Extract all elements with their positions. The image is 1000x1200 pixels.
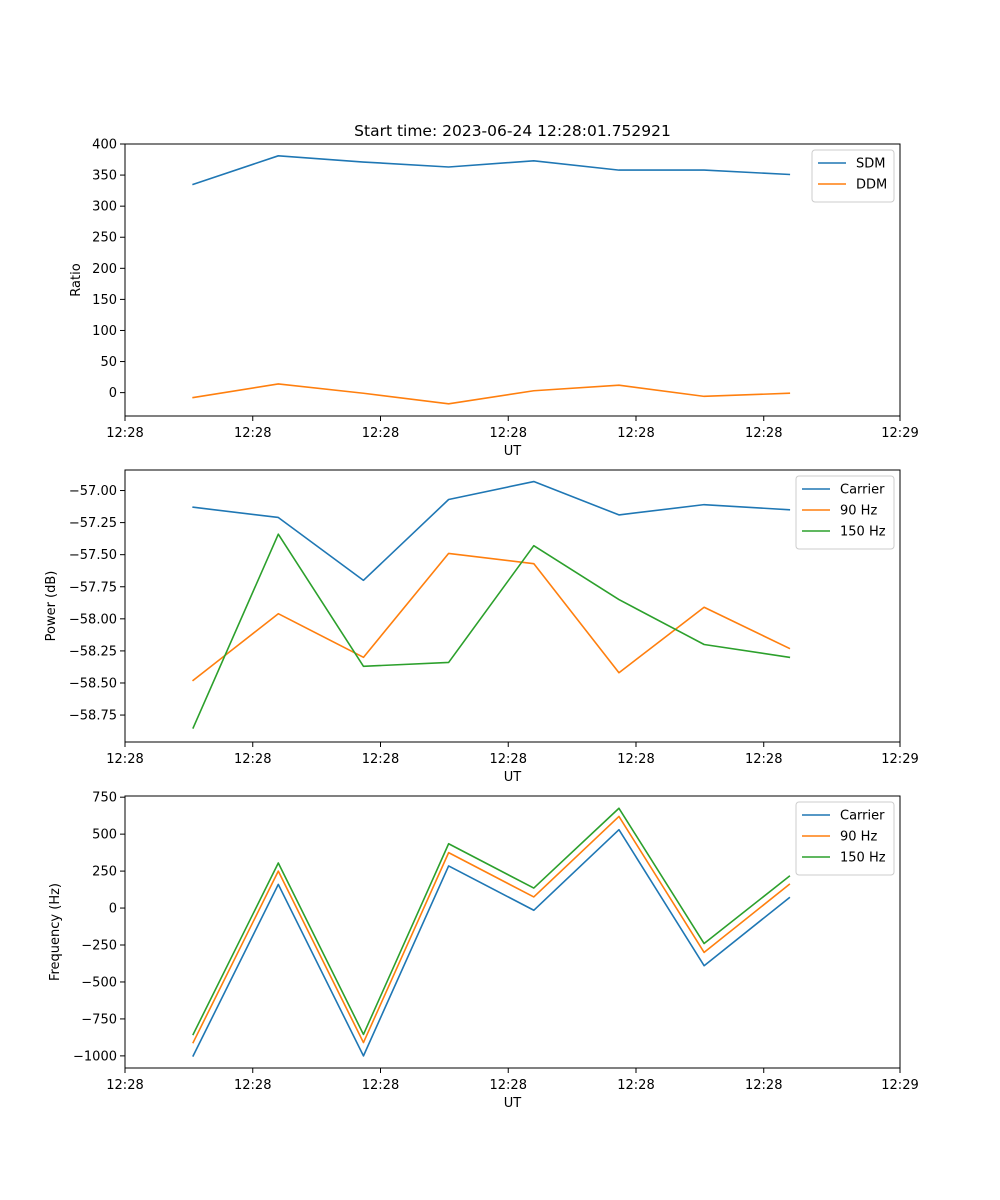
x-tick-label: 12:28 (106, 426, 143, 441)
y-tick-label: 500 (92, 828, 117, 843)
y-tick-label: −57.75 (69, 580, 117, 595)
x-tick-label: 12:28 (745, 752, 782, 767)
x-axis-label: UT (504, 444, 522, 459)
y-axis-label: Frequency (Hz) (48, 883, 63, 981)
legend: SDM DDM (811, 149, 895, 203)
series-line-150-hz (192, 807, 791, 1036)
y-tick-label: −57.50 (69, 548, 117, 563)
y-tick-label: 300 (92, 200, 117, 215)
axes-frame (124, 469, 901, 743)
x-tick-label: 12:28 (234, 752, 271, 767)
y-tick-label: 250 (92, 865, 117, 880)
x-tick-label: 12:28 (362, 426, 399, 441)
x-tick-label: 12:28 (617, 1078, 654, 1093)
series-line-150-hz (192, 533, 791, 729)
x-tick-label: 12:29 (881, 752, 918, 767)
y-tick-label: −58.00 (69, 612, 117, 627)
y-tick-label: 50 (100, 355, 117, 370)
y-tick-label: 350 (92, 169, 117, 184)
y-tick-label: 200 (92, 262, 117, 277)
y-axis-label: Ratio (69, 263, 84, 296)
y-tick-label: −500 (81, 975, 117, 990)
y-tick-label: 0 (109, 902, 117, 917)
y-tick-label: 400 (92, 138, 117, 153)
legend: Carrier 90 Hz 150 Hz (795, 475, 895, 550)
chart-panel-1: 12:28 12:28 12:28 12:28 12:28 12:28 12:29 0 50 10… (69, 122, 919, 459)
y-tick-label: −1000 (73, 1049, 117, 1064)
legend-entry: 90 Hz (840, 830, 877, 845)
legend-entry: 150 Hz (840, 851, 886, 866)
legend-entry: SDM (856, 157, 885, 172)
y-tick-label: −57.25 (69, 516, 117, 531)
legend: Carrier 90 Hz 150 Hz (795, 801, 895, 876)
legend-entry: 90 Hz (840, 504, 877, 519)
x-tick-label: 12:28 (106, 752, 143, 767)
y-tick-label: 100 (92, 324, 117, 339)
x-tick-label: 12:28 (745, 426, 782, 441)
chart-panel-2: 12:28 12:28 12:28 12:28 12:28 12:28 12:29 −58.7… (44, 469, 919, 785)
series-line-carrier (192, 480, 791, 582)
y-tick-label: 250 (92, 231, 117, 246)
x-tick-label: 12:28 (234, 1078, 271, 1093)
x-tick-label: 12:29 (881, 1078, 918, 1093)
y-tick-label: 0 (109, 386, 117, 401)
y-tick-label: −58.50 (69, 676, 117, 691)
x-tick-label: 12:28 (617, 752, 654, 767)
x-tick-label: 12:28 (490, 426, 527, 441)
axes-frame (124, 143, 901, 417)
y-tick-label: 750 (92, 791, 117, 806)
x-axis-label: UT (504, 1096, 522, 1111)
y-tick-label: −58.75 (69, 709, 117, 724)
legend-entry: Carrier (840, 483, 885, 498)
x-tick-label: 12:28 (490, 752, 527, 767)
chart-panel-3: 12:28 12:28 12:28 12:28 12:28 12:28 12:29 −1000… (48, 791, 919, 1111)
x-tick-label: 12:29 (881, 426, 918, 441)
legend-entry: Carrier (840, 809, 885, 824)
y-tick-label: −750 (81, 1012, 117, 1027)
y-tick-label: −250 (81, 939, 117, 954)
y-axis-label: Power (dB) (44, 571, 59, 642)
series-line-carrier (192, 828, 791, 1057)
series-line-sdm (192, 155, 791, 186)
x-tick-label: 12:28 (490, 1078, 527, 1093)
y-tick-label: 150 (92, 293, 117, 308)
axes-frame (124, 795, 901, 1069)
y-tick-label: −57.00 (69, 484, 117, 499)
x-tick-label: 12:28 (362, 1078, 399, 1093)
series-line-90-hz (192, 552, 791, 682)
x-tick-label: 12:28 (617, 426, 654, 441)
legend-entry: 150 Hz (840, 525, 886, 540)
x-tick-label: 12:28 (234, 426, 271, 441)
series-line-90-hz (192, 815, 791, 1044)
legend-entry: DDM (856, 178, 887, 193)
chart-title: Start time: 2023-06-24 12:28:01.752921 (354, 122, 671, 140)
series-line-ddm (192, 383, 791, 405)
x-tick-label: 12:28 (106, 1078, 143, 1093)
x-axis-label: UT (504, 770, 522, 785)
y-tick-label: −58.25 (69, 644, 117, 659)
x-tick-label: 12:28 (362, 752, 399, 767)
x-tick-label: 12:28 (745, 1078, 782, 1093)
